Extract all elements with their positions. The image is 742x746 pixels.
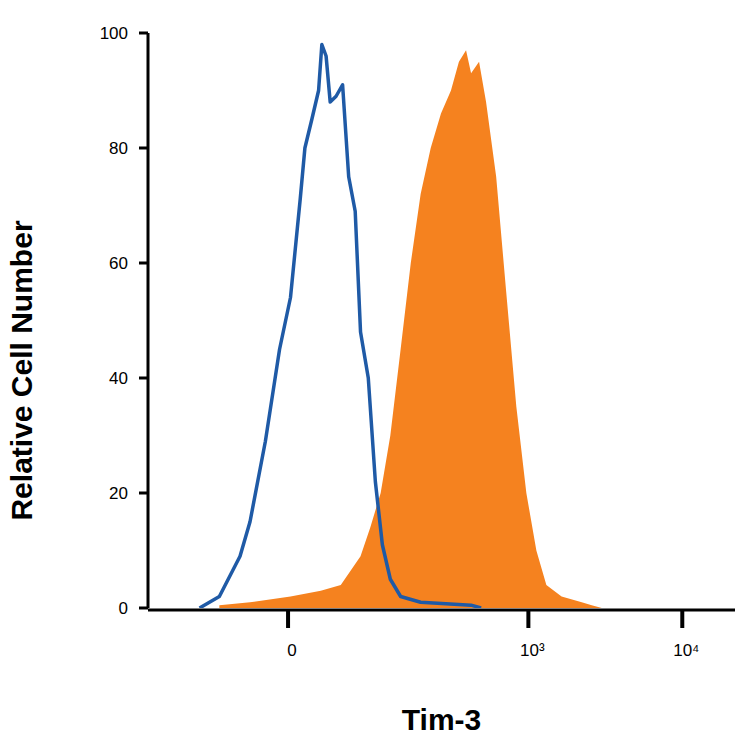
y-tick-label: 20 <box>109 484 128 503</box>
y-tick-label: 100 <box>100 24 128 43</box>
y-tick <box>139 607 148 610</box>
area-series <box>219 50 601 608</box>
x-tick-label: 10³ <box>520 641 545 660</box>
y-tick <box>139 32 148 35</box>
x-tick <box>286 611 290 628</box>
y-tick-label: 80 <box>109 139 128 158</box>
y-tick <box>139 147 148 150</box>
x-tick-label: 10⁴ <box>673 641 699 660</box>
y-tick-label: 40 <box>109 369 128 388</box>
x-axis-title: Tim-3 <box>402 703 481 736</box>
plot-area <box>200 45 602 609</box>
chart: 0 20 40 60 80 100 0 10³ 10⁴ Tim-3 Relative Cell Nu… <box>0 0 742 746</box>
x-tick-label: 0 <box>287 641 296 660</box>
y-axis-title: Relative Cell Number <box>5 220 38 520</box>
y-tick <box>139 377 148 380</box>
x-axis <box>148 609 735 612</box>
y-tick-label: 0 <box>119 599 128 618</box>
x-tick <box>526 611 530 628</box>
line-series <box>200 45 482 609</box>
y-axis <box>147 33 150 608</box>
y-tick-label: 60 <box>109 254 128 273</box>
y-tick <box>139 262 148 265</box>
y-tick <box>139 492 148 495</box>
x-tick <box>680 611 684 628</box>
